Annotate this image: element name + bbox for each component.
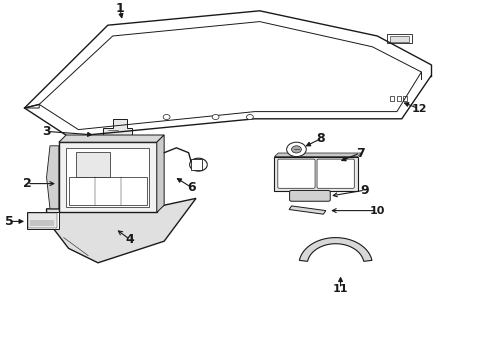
Bar: [390, 36, 409, 42]
Text: 10: 10: [369, 206, 385, 216]
FancyBboxPatch shape: [278, 159, 315, 188]
Circle shape: [287, 142, 306, 157]
Bar: [403, 96, 407, 101]
FancyBboxPatch shape: [317, 159, 354, 188]
FancyBboxPatch shape: [66, 148, 149, 207]
Polygon shape: [299, 238, 372, 261]
Bar: [387, 34, 412, 43]
Circle shape: [292, 146, 301, 153]
Text: 1: 1: [116, 3, 124, 15]
FancyBboxPatch shape: [59, 142, 157, 212]
Polygon shape: [157, 135, 164, 212]
Circle shape: [212, 114, 219, 120]
Polygon shape: [24, 104, 39, 108]
Text: 6: 6: [187, 181, 196, 194]
Text: 12: 12: [411, 104, 427, 114]
FancyBboxPatch shape: [28, 213, 57, 228]
Text: 5: 5: [5, 215, 14, 228]
Polygon shape: [274, 153, 362, 157]
Text: 3: 3: [42, 125, 51, 138]
Bar: [390, 96, 394, 101]
Polygon shape: [47, 146, 59, 209]
Text: 7: 7: [356, 147, 365, 159]
Text: 8: 8: [317, 132, 325, 145]
FancyBboxPatch shape: [76, 152, 110, 177]
Polygon shape: [47, 198, 196, 263]
Text: 9: 9: [361, 184, 369, 197]
Bar: [191, 159, 202, 170]
Polygon shape: [103, 119, 132, 142]
Polygon shape: [59, 135, 164, 142]
Text: 11: 11: [333, 284, 348, 294]
Bar: [397, 96, 401, 101]
Circle shape: [163, 114, 170, 120]
Circle shape: [246, 114, 253, 120]
Text: 2: 2: [23, 177, 31, 190]
Text: 4: 4: [125, 233, 134, 246]
Polygon shape: [274, 157, 358, 191]
FancyBboxPatch shape: [27, 212, 59, 229]
Polygon shape: [289, 206, 326, 214]
FancyBboxPatch shape: [290, 190, 330, 201]
FancyBboxPatch shape: [69, 177, 147, 205]
